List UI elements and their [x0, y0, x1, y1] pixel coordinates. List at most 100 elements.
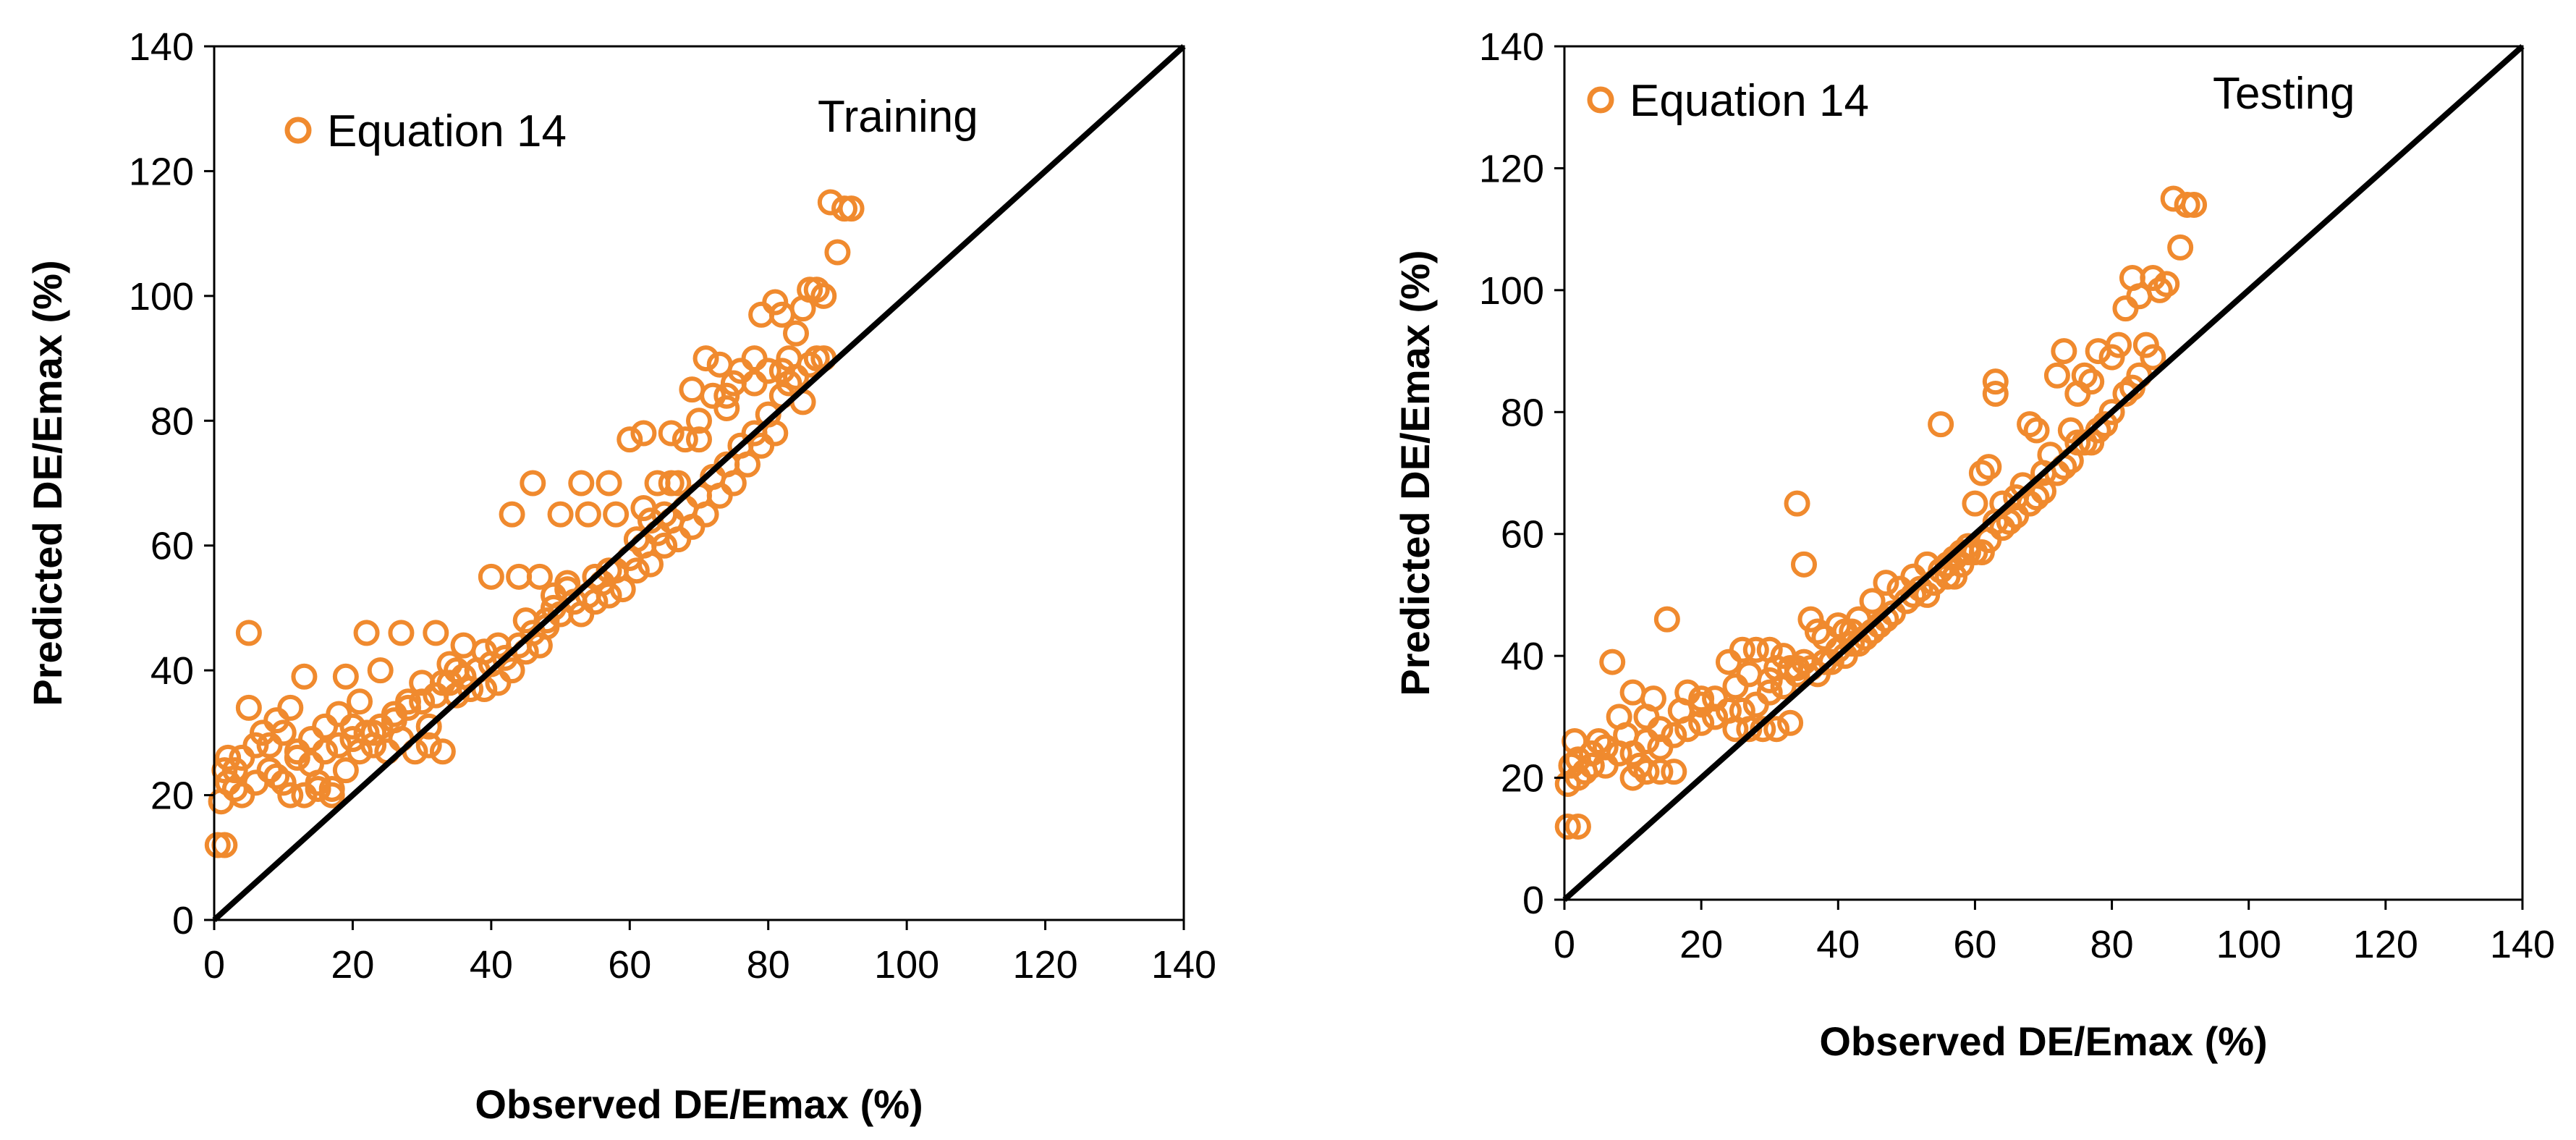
- data-point: [1633, 759, 1660, 785]
- x-axis-ticks: 0 20 40 60 80 100 120 140: [203, 920, 1216, 987]
- y-tick-label: 80: [1501, 391, 1544, 434]
- data-point: [1653, 606, 1680, 633]
- data-point: [1606, 740, 1632, 767]
- data-point: [762, 420, 789, 447]
- data-point: [741, 345, 768, 372]
- data-point: [1975, 454, 2002, 481]
- y-tick-label: 0: [1522, 879, 1544, 922]
- data-point: [658, 420, 685, 447]
- data-point: [2140, 344, 2166, 371]
- legend-marker: [284, 117, 312, 144]
- data-point: [838, 195, 865, 222]
- data-point: [1791, 551, 1817, 578]
- data-point: [499, 657, 525, 684]
- legend-marker: [1587, 86, 1614, 114]
- scatter-points: [204, 189, 865, 858]
- data-point: [541, 582, 567, 609]
- data-point: [1729, 636, 1755, 663]
- data-point: [651, 501, 678, 528]
- data-point: [2112, 295, 2139, 322]
- data-point: [270, 769, 297, 796]
- data-point: [692, 501, 719, 528]
- data-point: [824, 239, 851, 266]
- data-point: [263, 763, 290, 790]
- y-axis-title: Predicted DE/Emax (%): [1392, 250, 1438, 696]
- data-point: [679, 513, 706, 540]
- data-point: [734, 451, 760, 478]
- data-point: [360, 732, 387, 759]
- data-point: [242, 732, 269, 759]
- data-point: [2146, 276, 2173, 303]
- y-axis-ticks: 0 20 40 60 80 100 120 140: [1479, 25, 1564, 922]
- data-point: [776, 370, 802, 397]
- y-tick-label: 120: [129, 150, 194, 193]
- data-point: [596, 470, 622, 497]
- y-tick-label: 40: [151, 649, 194, 693]
- data-point: [1784, 490, 1810, 517]
- data-point: [332, 663, 359, 690]
- data-point: [235, 694, 262, 721]
- data-point: [713, 382, 740, 409]
- data-point: [277, 782, 304, 808]
- x-tick-label: 40: [470, 943, 513, 987]
- data-point: [506, 563, 533, 590]
- data-point: [526, 632, 553, 659]
- data-point: [1578, 752, 1605, 779]
- data-point: [665, 526, 692, 553]
- data-point: [679, 376, 706, 403]
- data-point: [686, 426, 712, 453]
- data-point: [1777, 709, 1804, 736]
- data-point: [603, 501, 630, 528]
- data-point: [720, 470, 747, 497]
- data-point: [2078, 368, 2105, 395]
- data-point: [415, 732, 442, 759]
- data-point: [2071, 362, 2098, 389]
- data-point: [803, 345, 830, 372]
- data-point: [291, 782, 318, 808]
- data-point: [762, 289, 789, 316]
- data-point: [1599, 649, 1626, 675]
- data-point: [512, 607, 539, 634]
- data-point: [1564, 813, 1591, 840]
- data-point: [499, 501, 525, 528]
- data-point: [1722, 673, 1749, 700]
- data-point: [1647, 759, 1674, 785]
- data-point: [575, 501, 601, 528]
- data-point: [353, 620, 380, 646]
- data-point: [284, 744, 310, 771]
- data-point: [1585, 728, 1612, 755]
- data-point: [1756, 679, 1783, 706]
- legend-label: Equation 14: [327, 106, 567, 156]
- data-point: [1688, 709, 1715, 736]
- data-point: [623, 557, 650, 584]
- data-point: [1640, 685, 1666, 712]
- data-point: [1633, 728, 1660, 755]
- x-tick-label: 100: [2216, 923, 2281, 966]
- data-point: [803, 276, 830, 303]
- y-axis-title: Predicted DE/Emax (%): [25, 260, 70, 706]
- x-axis-title: Observed DE/Emax (%): [475, 1081, 923, 1127]
- data-point: [582, 588, 609, 615]
- data-point: [617, 426, 643, 453]
- x-tick-label: 60: [1953, 923, 1996, 966]
- data-point: [2064, 429, 2091, 456]
- data-point: [235, 620, 262, 646]
- data-point: [1554, 813, 1581, 840]
- data-point: [568, 470, 595, 497]
- data-point: [215, 744, 242, 771]
- data-point: [312, 738, 339, 765]
- data-point: [1818, 649, 1844, 675]
- data-point: [2043, 362, 2070, 389]
- data-point: [444, 657, 470, 684]
- data-point: [388, 620, 415, 646]
- reference-line: [1562, 44, 2525, 902]
- data-point: [332, 757, 359, 784]
- data-point: [741, 370, 768, 397]
- data-point: [1756, 667, 1783, 693]
- data-point: [1941, 563, 1968, 590]
- data-point: [1661, 759, 1687, 785]
- data-point: [1982, 368, 2009, 395]
- data-point: [797, 351, 823, 378]
- data-point: [748, 432, 775, 459]
